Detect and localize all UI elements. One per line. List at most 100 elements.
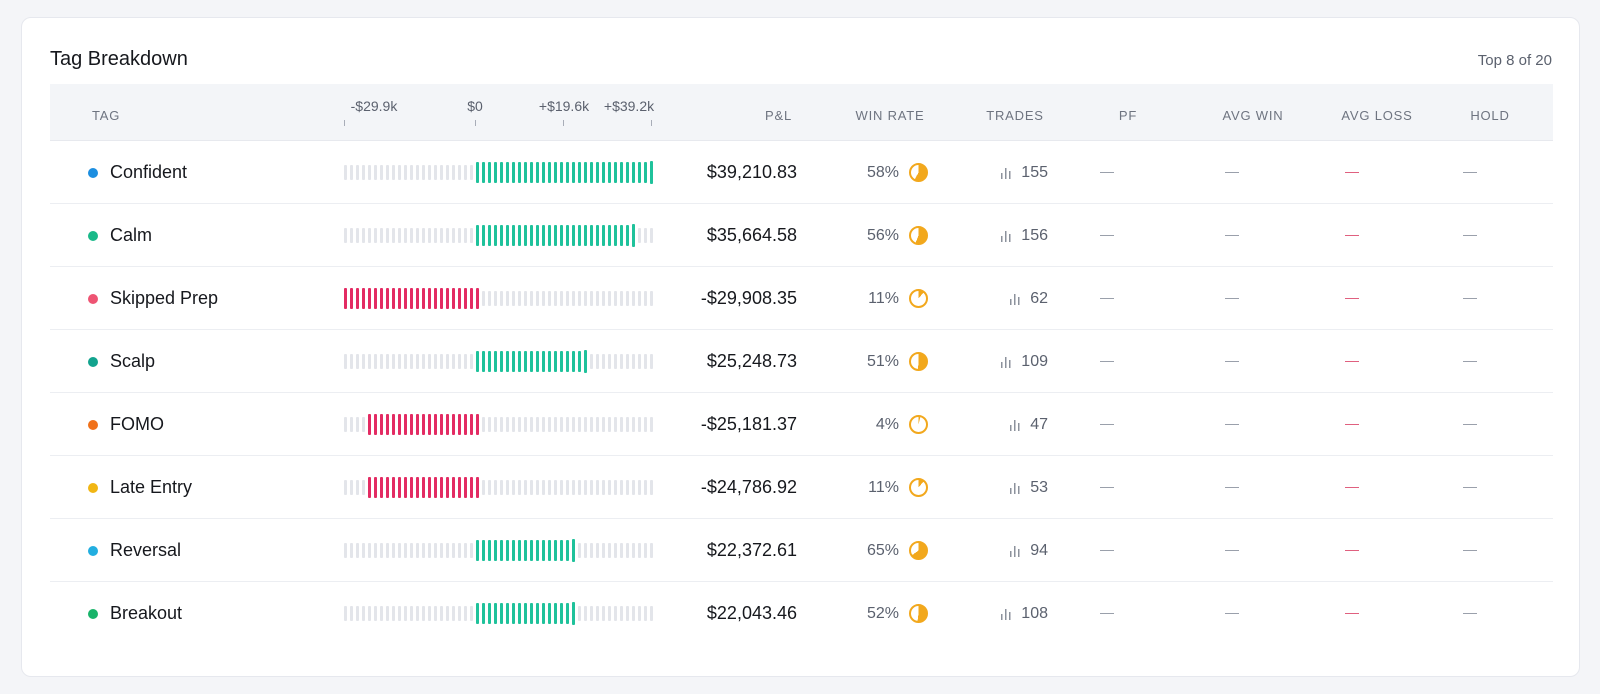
pnl-bar	[343, 414, 653, 435]
col-header-hold[interactable]: HOLD	[1470, 108, 1510, 123]
pnl-bar-tick-filled	[572, 539, 575, 562]
pnl-bar-tick-filled	[494, 351, 497, 372]
pnl-bar-tick-empty	[434, 165, 437, 180]
tag-name: Calm	[110, 225, 153, 245]
pnl-bar-tick-empty	[608, 480, 611, 495]
hold-empty-dash	[1463, 424, 1477, 425]
pnl-bar-tick-empty	[494, 291, 497, 306]
pnl-bar-tick-filled	[566, 351, 569, 372]
pnl-bar-tick-filled	[428, 477, 431, 498]
pnl-bar-tick-empty	[446, 606, 449, 621]
col-header-pf[interactable]: PF	[1118, 108, 1138, 123]
pnl-bar-tick-filled	[452, 477, 455, 498]
pnl-bar-tick-filled	[488, 162, 491, 183]
hold-empty-dash	[1463, 550, 1477, 551]
pnl-bar-tick-empty	[626, 480, 629, 495]
avg-loss-empty-dash	[1345, 172, 1359, 173]
table-row[interactable]: FOMO -$25,181.37 4% 47	[50, 393, 1553, 456]
trades-value: 156	[1021, 226, 1048, 244]
pnl-bar-tick-empty	[572, 291, 575, 306]
pnl-bar-tick-filled	[488, 540, 491, 561]
pnl-bar-tick-empty	[392, 606, 395, 621]
pnl-bar-tick-empty	[548, 417, 551, 432]
pnl-bar-tick-empty	[416, 165, 419, 180]
avg-loss-empty-dash	[1345, 298, 1359, 299]
pnl-bar-tick-empty	[536, 291, 539, 306]
pnl-bar-tick-empty	[452, 543, 455, 558]
pnl-bar-tick-filled	[422, 288, 425, 309]
pnl-bar-tick-empty	[578, 291, 581, 306]
col-header-win-rate[interactable]: WIN RATE	[855, 108, 925, 123]
pnl-bar-tick-empty	[368, 606, 371, 621]
pnl-bar-tick-filled	[482, 162, 485, 183]
pnl-bar-tick-empty	[614, 417, 617, 432]
pnl-bar-tick-empty	[578, 480, 581, 495]
pnl-bar-tick-empty	[392, 354, 395, 369]
win-rate-pie-icon	[909, 415, 928, 434]
win-rate-cell: 65%	[823, 519, 928, 582]
pnl-bar-tick-filled	[368, 288, 371, 309]
pnl-value: $35,664.58	[706, 225, 797, 245]
pnl-bar-tick-empty	[506, 417, 509, 432]
table-row[interactable]: Breakout $22,043.46 52% 108	[50, 582, 1553, 645]
table-row[interactable]: Confident $39,210.83 58% 155	[50, 141, 1553, 204]
pnl-bar-tick-empty	[530, 480, 533, 495]
pnl-bar-tick-empty	[344, 165, 347, 180]
table-row[interactable]: Skipped Prep -$29,908.35 11% 62	[50, 267, 1553, 330]
table-row[interactable]: Late Entry -$24,786.92 11% 53	[50, 456, 1553, 519]
pnl-bar-tick-empty	[650, 606, 653, 621]
table-header: TAG -$29.9k $0 +$19.6k +$39.2k P&L WIN R…	[50, 84, 1553, 141]
pnl-bar-tick-filled	[464, 414, 467, 435]
table-body: Confident $39,210.83 58% 155	[50, 141, 1553, 645]
pnl-bar-tick-empty	[368, 228, 371, 243]
pnl-bar-tick-empty	[452, 228, 455, 243]
pnl-bar-tick-empty	[638, 417, 641, 432]
pnl-bar-tick-empty	[434, 606, 437, 621]
pnl-bar-tick-empty	[362, 606, 365, 621]
pnl-bar-tick-empty	[632, 480, 635, 495]
pnl-bar-tick-filled	[470, 288, 473, 309]
win-rate-value: 11%	[868, 289, 899, 307]
pf-empty-dash	[1100, 550, 1114, 551]
pnl-bar-tick-filled	[398, 288, 401, 309]
win-rate-pie-icon	[909, 352, 928, 371]
col-header-avg-loss[interactable]: AVG LOSS	[1341, 108, 1413, 123]
pnl-bar-tick-empty	[620, 354, 623, 369]
pnl-bar-tick-empty	[512, 480, 515, 495]
table-row[interactable]: Reversal $22,372.61 65% 94	[50, 519, 1553, 582]
pnl-bar-tick-empty	[386, 165, 389, 180]
pnl-bar-tick-empty	[626, 606, 629, 621]
pnl-bar-tick-filled	[578, 351, 581, 372]
pnl-bar-tick-empty	[404, 165, 407, 180]
pnl-bar-tick-filled	[380, 477, 383, 498]
col-header-avg-win[interactable]: AVG WIN	[1222, 108, 1284, 123]
pnl-bar-tick-filled	[590, 225, 593, 246]
pnl-bar-tick-filled	[584, 350, 587, 373]
pf-empty-dash	[1100, 613, 1114, 614]
tag-color-dot	[88, 356, 98, 367]
pnl-bar-tick-filled	[470, 414, 473, 435]
tag-color-dot	[88, 293, 98, 304]
pnl-bar-tick-filled	[512, 540, 515, 561]
col-header-trades[interactable]: TRADES	[986, 108, 1044, 123]
table-row[interactable]: Calm $35,664.58 56% 156	[50, 204, 1553, 267]
pnl-bar-tick-empty	[362, 228, 365, 243]
trades-value: 94	[1030, 541, 1048, 559]
pnl-bar-tick-filled	[542, 225, 545, 246]
pnl-bar-tick-empty	[434, 228, 437, 243]
pnl-bar-tick-empty	[422, 354, 425, 369]
avg-win-empty-dash	[1225, 424, 1239, 425]
col-header-pnl[interactable]: P&L	[765, 108, 792, 123]
pnl-bar-tick-empty	[356, 354, 359, 369]
pnl-bar-tick-empty	[620, 606, 623, 621]
pnl-bar-tick-filled	[494, 540, 497, 561]
pnl-bar-tick-filled	[374, 288, 377, 309]
pnl-bar-tick-empty	[584, 291, 587, 306]
col-header-tag[interactable]: TAG	[92, 108, 121, 123]
pnl-bar-tick-empty	[488, 480, 491, 495]
pnl-bar-tick-empty	[632, 606, 635, 621]
table-row[interactable]: Scalp $25,248.73 51% 109	[50, 330, 1553, 393]
pnl-bar-tick-filled	[482, 351, 485, 372]
pnl-bar-tick-filled	[518, 603, 521, 624]
pnl-bar-tick-filled	[530, 351, 533, 372]
